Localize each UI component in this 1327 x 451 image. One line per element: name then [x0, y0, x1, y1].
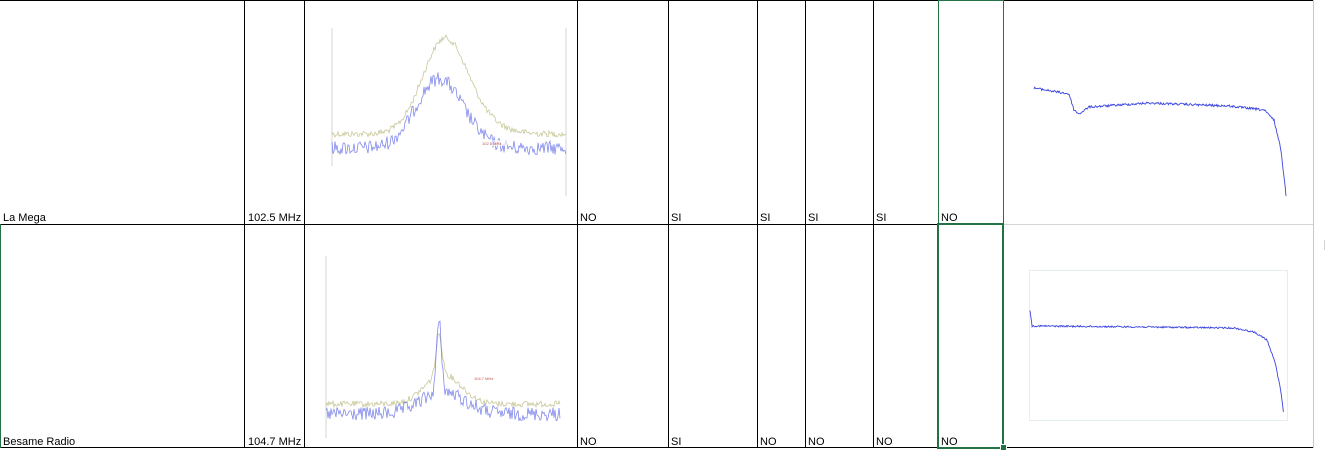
response-cell[interactable]: [1003, 0, 1313, 224]
value-text: SI: [760, 212, 771, 224]
grid-line: [1324, 240, 1325, 250]
value-cell[interactable]: NO: [873, 224, 938, 448]
value-text: SI: [876, 212, 887, 224]
spectrum-marker-label: 104.7 MHz: [474, 376, 493, 381]
station-name: La Mega: [3, 212, 46, 224]
grid-line: [577, 0, 578, 448]
spectrum-marker-label: 102.5 MHz: [482, 141, 501, 146]
grid-line: [304, 0, 305, 448]
value-cell[interactable]: SI: [668, 224, 757, 448]
grid-line: [668, 0, 669, 448]
spectrum-cell[interactable]: 102.5 MHz: [305, 0, 577, 224]
grid-line: [805, 0, 806, 448]
station-cell[interactable]: La Mega: [0, 0, 245, 224]
value-cell[interactable]: NO: [805, 224, 873, 448]
value-cell[interactable]: NO: [577, 224, 668, 448]
value-text: NO: [580, 212, 597, 224]
value-cell[interactable]: SI: [668, 0, 757, 224]
value-text: NO: [941, 436, 958, 448]
frequency-cell[interactable]: 102.5 MHz: [245, 0, 305, 224]
response-cell[interactable]: [1003, 224, 1313, 448]
value-text: NO: [876, 436, 893, 448]
spectrum-image: 104.7 MHz: [325, 256, 561, 438]
grid-line: [0, 224, 1003, 225]
table-row: Besame Radio 104.7 MHz 104.7 MHz NO SI N…: [0, 224, 1327, 448]
grid-line: [0, 0, 1313, 1]
value-cell[interactable]: SI: [805, 0, 873, 224]
frequency-response-image: [1029, 270, 1288, 421]
grid-line: [757, 0, 758, 448]
value-cell[interactable]: NO: [938, 224, 1003, 448]
grid-line: [244, 0, 245, 448]
grid-line: [873, 0, 874, 448]
selected-cell-outline: [938, 0, 1004, 225]
value-text: SI: [808, 212, 819, 224]
value-cell[interactable]: NO: [938, 0, 1003, 224]
spectrum-image: 102.5 MHz: [331, 28, 567, 196]
active-cell-outline: [937, 223, 1004, 449]
table-row: La Mega 102.5 MHz 102.5 MHz NO SI SI SI: [0, 0, 1327, 224]
frequency-value: 102.5 MHz: [248, 212, 302, 224]
station-cell[interactable]: Besame Radio: [0, 224, 245, 448]
frequency-cell[interactable]: 104.7 MHz: [245, 224, 305, 448]
grid-line: [1313, 0, 1314, 448]
value-cell[interactable]: SI: [873, 0, 938, 224]
value-text: SI: [671, 436, 682, 448]
value-cell[interactable]: NO: [577, 0, 668, 224]
frequency-value: 104.7 MHz: [248, 436, 302, 448]
value-cell[interactable]: SI: [757, 0, 805, 224]
spectrum-cell[interactable]: 104.7 MHz: [305, 224, 577, 448]
value-text: NO: [808, 436, 825, 448]
selected-range-edge: [0, 224, 1, 448]
frequency-response-image: [1033, 86, 1287, 197]
grid-line: [0, 447, 1313, 448]
value-text: NO: [941, 212, 958, 224]
grid-line: [1003, 224, 1313, 225]
value-text: NO: [760, 436, 777, 448]
value-text: SI: [671, 212, 682, 224]
value-cell[interactable]: NO: [757, 224, 805, 448]
station-name: Besame Radio: [3, 436, 76, 448]
value-text: NO: [580, 436, 597, 448]
